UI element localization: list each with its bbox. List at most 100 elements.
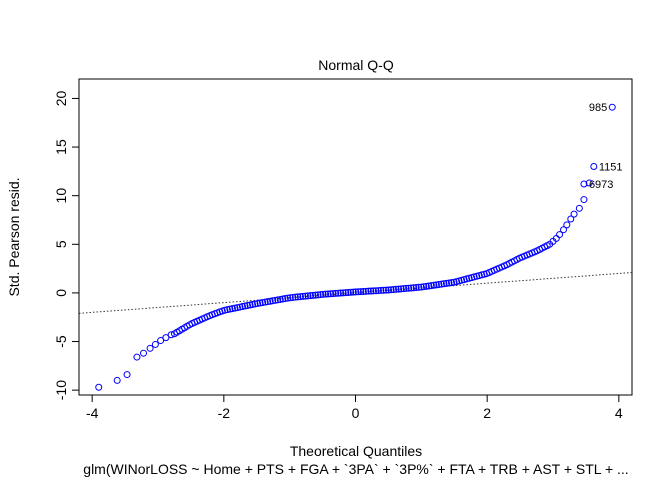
data-point — [427, 282, 435, 290]
data-point — [344, 288, 352, 296]
data-point — [241, 302, 249, 310]
data-point — [276, 295, 284, 303]
data-point — [379, 286, 387, 294]
data-point — [286, 294, 294, 302]
data-point — [327, 290, 335, 298]
data-point — [435, 280, 443, 288]
data-point — [264, 298, 272, 306]
data-point — [256, 299, 264, 307]
data-point — [289, 293, 297, 301]
data-point — [259, 299, 267, 307]
data-point — [309, 291, 317, 299]
data-point — [382, 286, 390, 294]
data-point — [251, 300, 259, 308]
data-point — [294, 293, 302, 301]
data-point — [397, 285, 405, 293]
data-point — [425, 282, 433, 290]
y-tick-label: 15 — [53, 139, 69, 155]
point-label: 985 — [589, 102, 607, 114]
data-point — [337, 289, 345, 297]
point-label: 1151 — [599, 162, 623, 174]
data-point — [133, 353, 141, 361]
data-point — [364, 287, 372, 295]
data-point — [296, 293, 304, 301]
data-point — [357, 288, 365, 296]
data-point — [317, 291, 325, 299]
x-tick-label: 2 — [483, 405, 491, 421]
data-point — [422, 282, 430, 290]
data-point — [157, 337, 165, 345]
y-tick-label: 20 — [53, 90, 69, 106]
data-point — [123, 371, 131, 379]
chart-title: Normal Q-Q — [318, 57, 394, 73]
x-tick-label: -4 — [86, 405, 99, 421]
data-point — [407, 284, 415, 292]
data-point — [442, 279, 450, 287]
data-point — [281, 295, 289, 303]
y-tick-label: 5 — [53, 240, 69, 248]
data-point — [400, 285, 408, 293]
data-point — [233, 304, 241, 312]
data-point — [367, 287, 375, 295]
data-point — [342, 289, 350, 297]
data-point — [417, 283, 425, 291]
data-point — [291, 293, 299, 301]
data-point — [359, 287, 367, 295]
data-point — [447, 279, 455, 287]
data-point — [369, 287, 377, 295]
data-point — [374, 287, 382, 295]
data-point — [402, 284, 410, 292]
data-point — [437, 280, 445, 288]
data-point — [339, 289, 347, 297]
data-point — [113, 376, 121, 384]
data-point — [352, 288, 360, 296]
data-point — [412, 284, 420, 292]
data-point — [162, 334, 170, 342]
data-point — [329, 290, 337, 298]
data-point — [228, 305, 236, 313]
data-point — [585, 179, 593, 187]
data-point — [415, 283, 423, 291]
points-group — [95, 103, 616, 391]
data-point — [314, 291, 322, 299]
data-point — [377, 286, 385, 294]
y-tick-label: 0 — [53, 289, 69, 297]
x-axis: -4 -2 0 2 4 — [86, 394, 623, 421]
data-point — [608, 103, 616, 111]
data-point — [570, 210, 578, 218]
data-point — [385, 286, 393, 294]
data-point — [580, 196, 588, 204]
data-point — [146, 344, 154, 352]
model-formula-subtitle: glm(WINorLOSS ~ Home + PTS + FGA + `3PA`… — [83, 461, 628, 477]
data-point — [304, 292, 312, 300]
data-point — [279, 295, 287, 303]
data-point — [405, 284, 413, 292]
data-point — [590, 163, 598, 171]
data-point — [231, 304, 239, 312]
y-tick-label: -10 — [53, 380, 69, 400]
data-point — [306, 292, 314, 300]
data-point — [254, 299, 262, 307]
data-point — [223, 306, 231, 314]
data-point — [284, 294, 292, 302]
data-point — [387, 286, 395, 294]
data-point — [349, 288, 357, 296]
data-point — [301, 292, 309, 300]
y-tick-label: 10 — [53, 188, 69, 204]
data-point — [151, 340, 159, 348]
x-tick-label: 4 — [615, 405, 623, 421]
data-point — [271, 296, 279, 304]
x-tick-label: -2 — [218, 405, 231, 421]
data-point — [243, 302, 251, 310]
data-point — [221, 306, 229, 314]
data-point — [410, 284, 418, 292]
data-point — [274, 296, 282, 304]
data-point — [238, 303, 246, 311]
data-point — [567, 215, 575, 223]
data-point — [372, 287, 380, 295]
y-axis-label: Std. Pearson resid. — [6, 177, 22, 296]
data-point — [236, 303, 244, 311]
data-point — [445, 279, 453, 287]
data-point — [432, 281, 440, 289]
data-point — [362, 287, 370, 295]
